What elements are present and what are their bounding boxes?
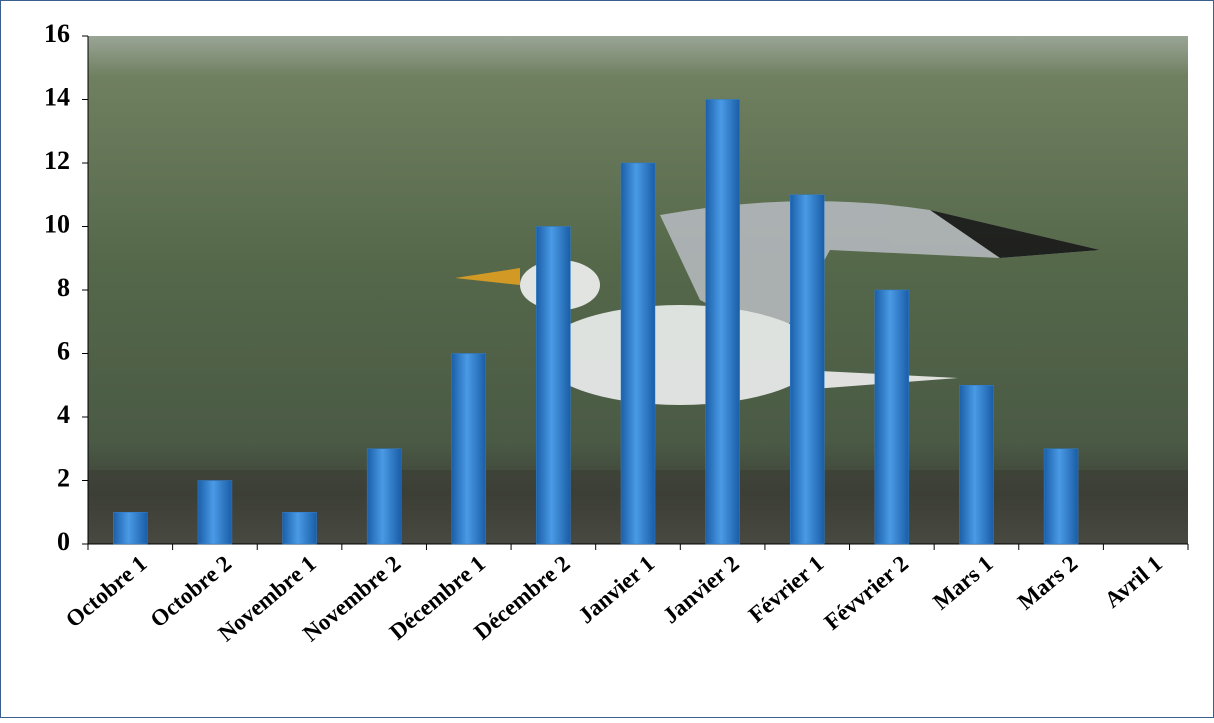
bar xyxy=(451,353,487,545)
y-tick-label: 16 xyxy=(44,19,70,48)
bar xyxy=(789,194,825,545)
bar xyxy=(113,512,148,545)
y-tick-label: 14 xyxy=(44,82,70,111)
y-tick-label: 12 xyxy=(44,146,70,175)
bar xyxy=(620,162,656,545)
bar xyxy=(282,512,317,545)
bar xyxy=(366,448,402,545)
y-tick-label: 10 xyxy=(44,209,70,238)
bar xyxy=(874,289,910,545)
y-tick-label: 0 xyxy=(57,527,70,556)
y-tick-label: 8 xyxy=(57,273,70,302)
y-tick-label: 2 xyxy=(57,463,70,492)
bar xyxy=(705,99,740,545)
bar xyxy=(536,226,571,545)
bar xyxy=(197,480,233,545)
y-tick-label: 6 xyxy=(57,336,70,365)
bar xyxy=(1043,448,1079,545)
y-tick-label: 4 xyxy=(57,400,70,429)
bar xyxy=(959,385,994,545)
